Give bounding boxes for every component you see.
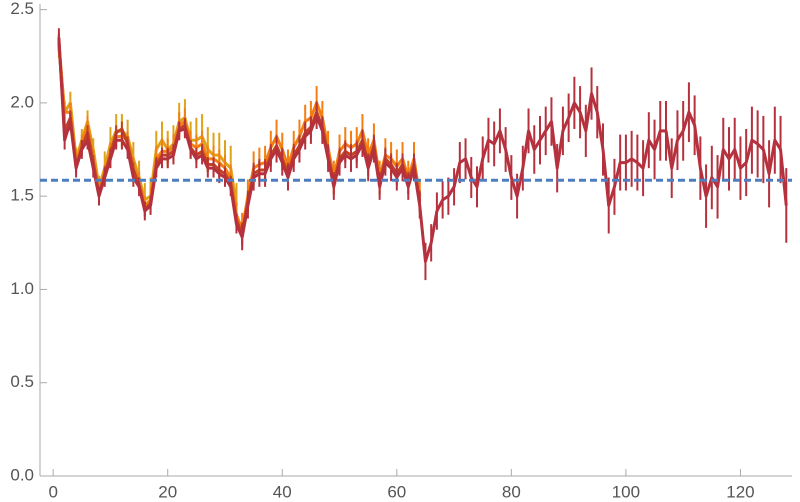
x-tick-label: 80 — [502, 482, 521, 501]
y-tick-label: 0.0 — [10, 465, 34, 484]
x-tick-label: 100 — [612, 482, 640, 501]
series-line — [57, 37, 788, 263]
x-tick-label: 60 — [387, 482, 406, 501]
series-line — [57, 43, 422, 232]
x-tick-label: 120 — [726, 482, 754, 501]
y-tick-label: 0.5 — [10, 372, 34, 391]
y-tick-label: 1.0 — [10, 279, 34, 298]
y-tick-label: 2.0 — [10, 92, 34, 111]
y-tick-label: 2.5 — [10, 0, 34, 18]
x-tick-label: 40 — [273, 482, 292, 501]
y-tick-label: 1.5 — [10, 186, 34, 205]
x-tick-label: 0 — [48, 482, 57, 501]
x-tick-label: 20 — [158, 482, 177, 501]
